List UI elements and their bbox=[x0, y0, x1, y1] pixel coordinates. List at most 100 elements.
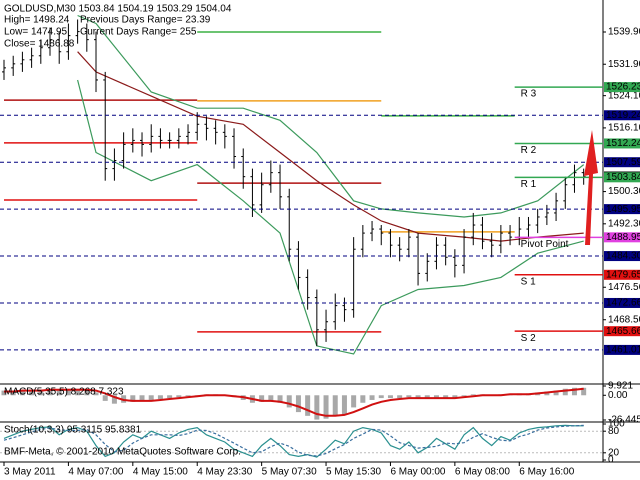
macd-bar bbox=[157, 395, 163, 400]
price-label-box bbox=[604, 82, 640, 93]
x-tick-label: 4 May 07:00 bbox=[68, 467, 123, 478]
signal-line bbox=[4, 387, 584, 417]
y-tick-label: 1476.56 bbox=[608, 282, 640, 293]
x-tick-label: 6 May 00:00 bbox=[390, 467, 445, 478]
macd-bar bbox=[10, 390, 16, 396]
x-tick-label: 5 May 15:30 bbox=[326, 467, 381, 478]
macd-bar bbox=[56, 389, 62, 396]
macd-bar bbox=[29, 389, 35, 396]
price-label-box bbox=[604, 344, 640, 355]
macd-bar bbox=[84, 389, 90, 396]
price-label-box bbox=[604, 326, 640, 337]
price-label: 1479.65 bbox=[606, 269, 640, 280]
price-label: 1526.23 bbox=[606, 82, 640, 93]
y-tick-label: 1524.10 bbox=[608, 90, 640, 101]
macd-bar bbox=[111, 395, 117, 404]
macd-bar bbox=[167, 395, 173, 399]
pivot-label: R 1 bbox=[521, 179, 537, 190]
y-tick-label: 9.921 bbox=[608, 381, 633, 392]
macd-bar bbox=[369, 395, 375, 400]
macd-bar bbox=[452, 395, 458, 399]
macd-bar bbox=[581, 387, 587, 396]
y-tick-label: 1531.90 bbox=[608, 59, 640, 70]
macd-bar bbox=[553, 390, 559, 396]
stoch-signal bbox=[3, 424, 584, 457]
macd-bar bbox=[93, 392, 99, 396]
price-label: 1484.30 bbox=[606, 251, 640, 262]
macd-bar bbox=[176, 395, 182, 398]
price-label-box bbox=[604, 251, 640, 262]
y-tick-label: -26.445 bbox=[608, 415, 640, 426]
y-tick-label: 80 bbox=[608, 426, 620, 437]
price-label: 1461.01 bbox=[606, 345, 640, 356]
indicator-line bbox=[77, 51, 584, 242]
pivot-label: Pivot Point bbox=[521, 239, 569, 250]
pivot-label: R 2 bbox=[521, 145, 537, 156]
price-label: 1519.24 bbox=[606, 110, 640, 121]
macd-bar bbox=[341, 395, 347, 414]
macd-bar bbox=[139, 395, 145, 401]
price-label: 1488.95 bbox=[606, 232, 640, 243]
macd-bar bbox=[387, 395, 393, 399]
info-text: Close= 1486.88 bbox=[4, 39, 75, 50]
price-label: 1465.66 bbox=[606, 326, 640, 337]
y-tick-label: 0 bbox=[608, 455, 614, 466]
pivot-label: R 3 bbox=[521, 89, 537, 100]
price-label-box bbox=[604, 269, 640, 280]
y-tick-label: 1500.30 bbox=[608, 186, 640, 197]
macd-bar bbox=[351, 395, 357, 408]
macd-bar bbox=[571, 387, 577, 396]
macd-bar bbox=[19, 389, 25, 396]
price-label: 1503.84 bbox=[606, 172, 640, 183]
macd-bar bbox=[470, 394, 476, 396]
macd-bar bbox=[65, 388, 71, 396]
macd-bar bbox=[185, 395, 191, 397]
macd-bar bbox=[461, 395, 467, 397]
price-label-box bbox=[604, 297, 640, 308]
chart-title: GOLDUSD,M30 1503.84 1504.19 1503.29 1504… bbox=[4, 4, 232, 15]
macd-bar bbox=[259, 395, 265, 402]
macd-bar bbox=[295, 395, 301, 413]
y-tick-label: 1492.30 bbox=[608, 218, 640, 229]
indicator-title: Stoch(10,3,3) 95.3115 95.8381 bbox=[4, 425, 142, 436]
macd-bar bbox=[305, 395, 311, 416]
macd-bar bbox=[360, 395, 366, 403]
price-label-box bbox=[604, 110, 640, 121]
macd-bar bbox=[268, 395, 274, 401]
macd-bar bbox=[148, 395, 154, 400]
pivot-label: S 2 bbox=[521, 333, 536, 344]
info-text: Previous Days Range= 23.39 bbox=[80, 15, 211, 26]
plot-layer: 1539.90 1531.90 1524.10 1516.10 1500.30 1492.… bbox=[0, 4, 640, 478]
y-tick-label: 1516.10 bbox=[608, 123, 640, 134]
macd-bar bbox=[332, 395, 338, 416]
indicator-line bbox=[77, 79, 584, 355]
macd-bar bbox=[47, 388, 53, 396]
macd-bar bbox=[130, 395, 136, 402]
macd-bar bbox=[38, 389, 44, 396]
macd-bar bbox=[443, 395, 449, 399]
indicator-line bbox=[77, 14, 585, 218]
info-text: High= 1498.24 bbox=[4, 15, 70, 26]
macd-bar bbox=[1, 390, 7, 396]
price-label-box bbox=[604, 157, 640, 168]
x-tick-label: 4 May 15:00 bbox=[133, 467, 188, 478]
price-label: 1472.66 bbox=[606, 298, 640, 309]
indicator-title: MACD(5,35,5) 8.268 7.323 bbox=[4, 387, 124, 398]
info-text: Current Days Range= 255 bbox=[80, 27, 197, 38]
y-tick-label: 20 bbox=[608, 447, 620, 458]
macd-bar bbox=[75, 388, 81, 396]
x-tick-label: 4 May 23:30 bbox=[197, 467, 252, 478]
info-text: Low= 1474.95 bbox=[4, 27, 68, 38]
macd-bar bbox=[286, 395, 292, 408]
price-label-box bbox=[604, 204, 640, 215]
y-tick-label: 1468.50 bbox=[608, 314, 640, 325]
macd-bar bbox=[397, 395, 403, 399]
price-label-box bbox=[604, 232, 640, 243]
macd-bar bbox=[102, 395, 108, 401]
stoch-main bbox=[3, 424, 584, 458]
pivot-label: S 1 bbox=[521, 276, 536, 287]
price-label: 1512.24 bbox=[606, 138, 640, 149]
x-tick-label: 6 May 16:00 bbox=[519, 467, 574, 478]
copyright: BMF-Meta, © 2001-2010 MetaQuotes Softwar… bbox=[4, 447, 241, 458]
